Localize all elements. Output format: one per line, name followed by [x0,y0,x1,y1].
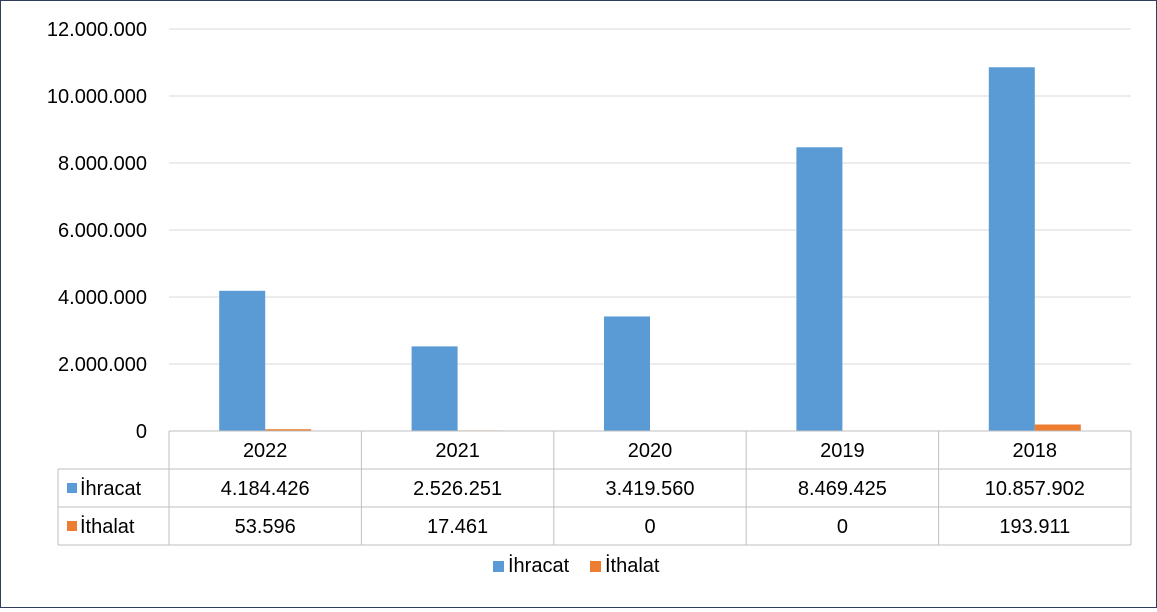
category-label: 2022 [243,440,288,462]
y-tick-label: 10.000.000 [47,86,147,108]
data-label: 0 [644,516,655,538]
y-tick-label: 4.000.000 [58,287,147,309]
legend: İhracat İthalat [493,554,660,577]
bar-ithalat [265,429,312,431]
data-label: 193.911 [999,516,1070,538]
data-table: 2022 2021 2020 2019 2018 İhracat 4.184.426 2.52… [57,430,1132,546]
bar-ihracat [411,346,458,431]
table-legend-key [67,521,77,531]
y-tick-label: 2.000.000 [58,354,147,376]
data-label: 8.469.425 [798,478,887,500]
bar-ithalat [1034,424,1081,431]
legend-key-ithalat [590,561,601,572]
data-label: 17.461 [427,516,488,538]
bar-ihracat [988,67,1035,431]
legend-label: İhracat [508,554,570,577]
table-series-label: İhracat [80,477,142,500]
bar-ihracat [219,290,266,431]
data-label: 10.857.902 [985,478,1085,500]
bars [219,67,1081,431]
table-series-label: İthalat [80,515,135,538]
data-label: 3.419.560 [606,478,695,500]
category-label: 2019 [820,440,865,462]
category-label: 2021 [435,440,480,462]
data-label: 2.526.251 [413,478,502,500]
data-label: 0 [837,516,848,538]
legend-label: İthalat [605,554,660,577]
data-label: 53.596 [235,516,296,538]
category-label: 2018 [1013,440,1058,462]
gridlines [169,28,1131,365]
y-tick-label: 6.000.000 [58,220,147,242]
y-tick-label: 0 [136,421,147,443]
category-label: 2020 [628,440,673,462]
data-label: 4.184.426 [221,478,310,500]
bar-ihracat [604,316,650,431]
y-tick-label: 8.000.000 [58,153,147,175]
legend-key-ihracat [493,561,504,572]
y-tick-label: 12.000.000 [47,19,147,41]
table-legend-key [67,483,77,493]
bar-ihracat [796,147,843,431]
y-axis-ticks: 0 2.000.000 4.000.000 6.000.000 8.000.000 10.… [47,19,147,443]
